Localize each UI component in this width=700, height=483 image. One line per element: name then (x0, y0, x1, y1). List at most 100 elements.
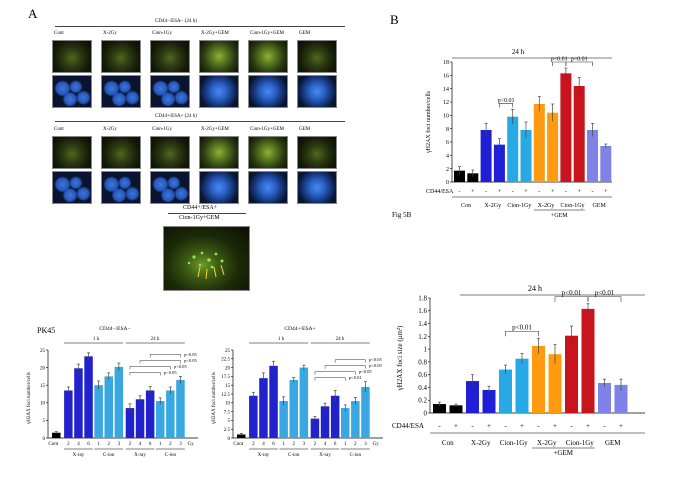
foci-image (297, 136, 337, 169)
dose-label: 4 (77, 442, 80, 447)
dose-label: 2 (252, 442, 255, 447)
column-label: GEM (299, 31, 311, 36)
y-tick-label: 7.5 (224, 410, 231, 415)
p-value-label: p<0.05 (164, 370, 177, 375)
big-caption-line1: CD44+/ESA+ (183, 205, 218, 211)
p-value-label: p<0.05 (184, 352, 197, 357)
bar (454, 170, 465, 182)
y-tick-label: 1 (424, 346, 428, 354)
foci-image (150, 40, 190, 73)
pm-sign: - (537, 422, 540, 430)
bar (135, 399, 145, 438)
y-axis-label: γH2AX foci size (μm²) (396, 325, 404, 391)
group-label: Cion-1Gy (566, 439, 595, 447)
dose-label: 6 (149, 442, 152, 447)
time-label: 24 h (336, 337, 345, 342)
dose-label: 6 (87, 442, 90, 447)
pm-sign: - (438, 422, 441, 430)
time-label: 1 h (93, 337, 100, 342)
column-label: Cont (54, 31, 64, 36)
y-tick-label: 2 (446, 167, 449, 173)
bar (94, 385, 103, 438)
dose-label: 2 (314, 442, 317, 447)
bar (310, 418, 320, 438)
y-tick-label: 1.8 (418, 294, 427, 302)
bar (515, 358, 529, 413)
bar (84, 356, 93, 438)
control-label: Cont (233, 442, 243, 447)
dose-label: 6 (272, 442, 275, 447)
y-tick-label: 18 (443, 60, 449, 66)
bar (341, 408, 350, 438)
y-axis-label: γH2AX foci number/cells (212, 372, 217, 424)
foci-image (248, 136, 288, 169)
pm-sign: - (592, 189, 594, 195)
pm-sign: + (551, 189, 555, 195)
foci-image (248, 40, 288, 73)
dose-label: 2 (169, 442, 172, 447)
dose-label: 3 (118, 442, 121, 447)
y-tick-label: 2.5 (224, 428, 231, 433)
column-label: X-2Gy+GEM (201, 31, 229, 36)
bar (176, 379, 185, 438)
bar (520, 130, 532, 182)
nuclei-image (248, 75, 288, 108)
pm-sign: + (604, 189, 608, 195)
nuclei-image (297, 75, 337, 108)
pm-sign: + (619, 422, 623, 430)
dose-label: 3 (179, 442, 182, 447)
p-value-label: p<0.01 (551, 57, 568, 63)
group-label: C-ion (350, 453, 362, 458)
bar (547, 112, 559, 182)
foci-image (199, 136, 239, 169)
fig-5b-label: Fig 5B (392, 211, 412, 219)
y-tick-label: 10 (443, 113, 449, 119)
p-value-label: p<0.01 (349, 375, 362, 380)
group1-title: CD44−/ESA− (24 h) (155, 19, 197, 24)
dose-label: 4 (139, 442, 142, 447)
bar (560, 73, 572, 182)
pm-sign: - (471, 422, 474, 430)
column-label: X-2Gy+GEM (201, 127, 229, 132)
significance-bracket (505, 330, 539, 337)
bar (573, 86, 585, 182)
y-tick-label: 1.4 (418, 320, 427, 328)
chart-title: CD44+/ESA+ (284, 326, 315, 332)
foci-image (101, 136, 141, 169)
dose-label: 1 (159, 442, 162, 447)
pk45-right-chart: 0 2.5 5 7.5 10 12.5 15 17.5 20 22.5 25 CD44+/ESA+ 1 … (212, 326, 383, 458)
pm-sign: - (459, 189, 461, 195)
significance-bracket (324, 365, 366, 369)
focus-dot (192, 255, 196, 259)
bar (74, 368, 83, 438)
bar (548, 354, 562, 413)
dose-label: 1 (282, 442, 285, 447)
panel-b-letter: B (390, 12, 399, 27)
significance-bracket (552, 61, 567, 66)
bar (493, 144, 505, 182)
y-tick-label: 0.8 (418, 358, 427, 366)
dose-label: 4 (262, 442, 265, 447)
big-caption-line2: Cion-1Gy+GEM (179, 215, 220, 221)
focus-dot (214, 252, 218, 256)
foci-image (52, 136, 92, 169)
bar (533, 104, 545, 182)
y-tick-label: 20 (40, 366, 46, 371)
significance-bracket (139, 360, 181, 364)
column-label: X-2Gy (103, 127, 117, 132)
y-axis-label: γH2AX foci number/cells (27, 372, 32, 424)
bar (279, 401, 288, 438)
nuclei-image (199, 171, 239, 204)
p-value-label: p<0.01 (512, 323, 532, 331)
y-tick-label: 8 (446, 127, 449, 133)
bar (449, 405, 463, 413)
pm-row-label: CD44/ESA (392, 422, 424, 430)
bar (299, 367, 309, 438)
big-caption-rule (168, 213, 246, 214)
pk45-label: PK45 (37, 326, 56, 335)
foci-number-chart: 0 2 4 6 8 10 12 14 16 18 24 h γH2AX foci number/cel… (425, 48, 612, 219)
bar (467, 173, 479, 182)
group-label: C-ion (103, 453, 115, 458)
bar (466, 381, 479, 413)
group1-divider (55, 26, 345, 27)
